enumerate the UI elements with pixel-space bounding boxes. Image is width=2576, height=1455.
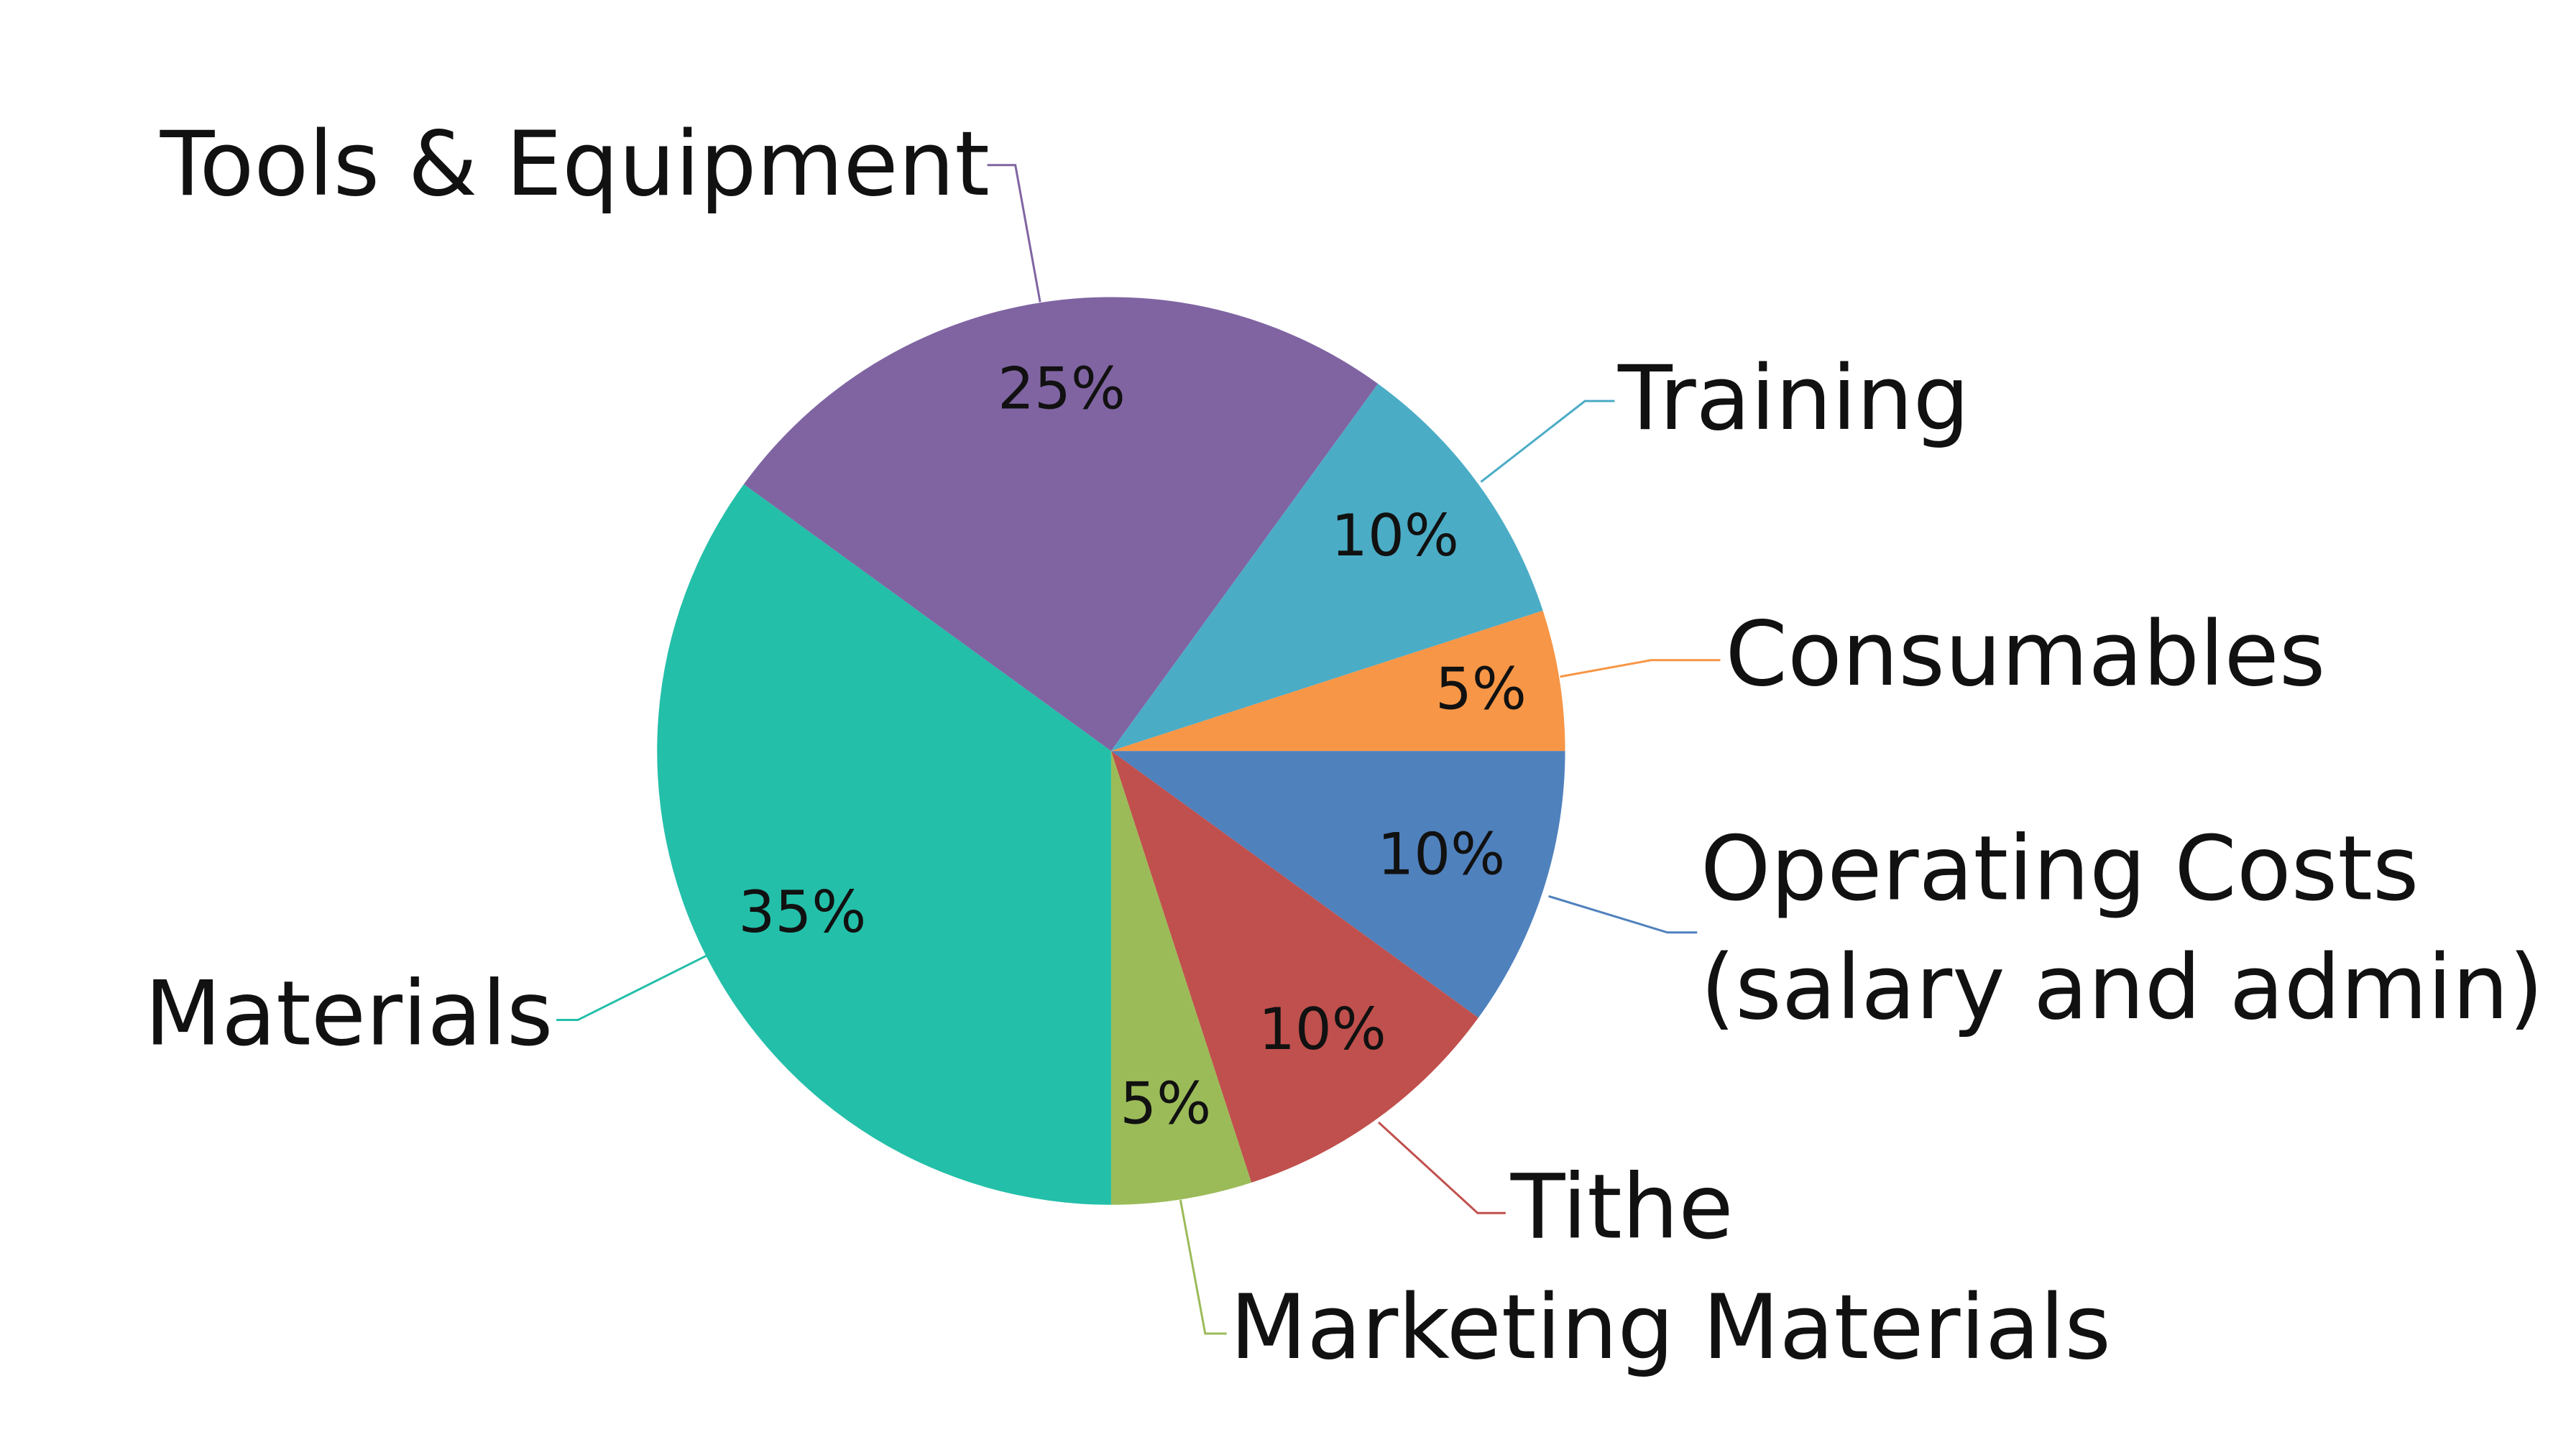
pie-slice bbox=[743, 297, 1379, 752]
data-label: 35% bbox=[738, 879, 866, 946]
data-label: 10% bbox=[1377, 821, 1505, 887]
legend-label: Operating Costs (salary and admin) bbox=[1701, 818, 2544, 1040]
data-label: 5% bbox=[1435, 656, 1527, 723]
pie-slice bbox=[1110, 610, 1565, 752]
data-label: 10% bbox=[1259, 996, 1386, 1063]
legend-label: Consumables bbox=[1725, 603, 2325, 706]
legend-label: Materials bbox=[144, 963, 553, 1066]
legend-label: Tithe bbox=[1510, 1155, 1734, 1259]
leader-line bbox=[1548, 895, 1698, 934]
data-label: 10% bbox=[1331, 502, 1459, 569]
leader-line bbox=[556, 953, 711, 1022]
leader-line bbox=[987, 164, 1041, 302]
pie-slice bbox=[657, 484, 1111, 1205]
pie-slice bbox=[1110, 751, 1565, 1018]
pie-slice bbox=[1110, 751, 1252, 1205]
data-label: 25% bbox=[998, 356, 1126, 422]
pie-slice bbox=[1110, 384, 1543, 752]
data-label: 5% bbox=[1120, 1070, 1211, 1137]
leader-line bbox=[1560, 659, 1721, 678]
legend-label: Training bbox=[1617, 347, 1969, 451]
pie bbox=[657, 297, 1565, 1205]
legend-label: Tools & Equipment bbox=[160, 113, 990, 216]
leader-line bbox=[1377, 1121, 1506, 1214]
leader-line bbox=[1179, 1199, 1227, 1335]
pie-slice bbox=[1110, 751, 1478, 1183]
legend-label: Marketing Materials bbox=[1230, 1276, 2111, 1380]
leader-line bbox=[1480, 399, 1615, 483]
